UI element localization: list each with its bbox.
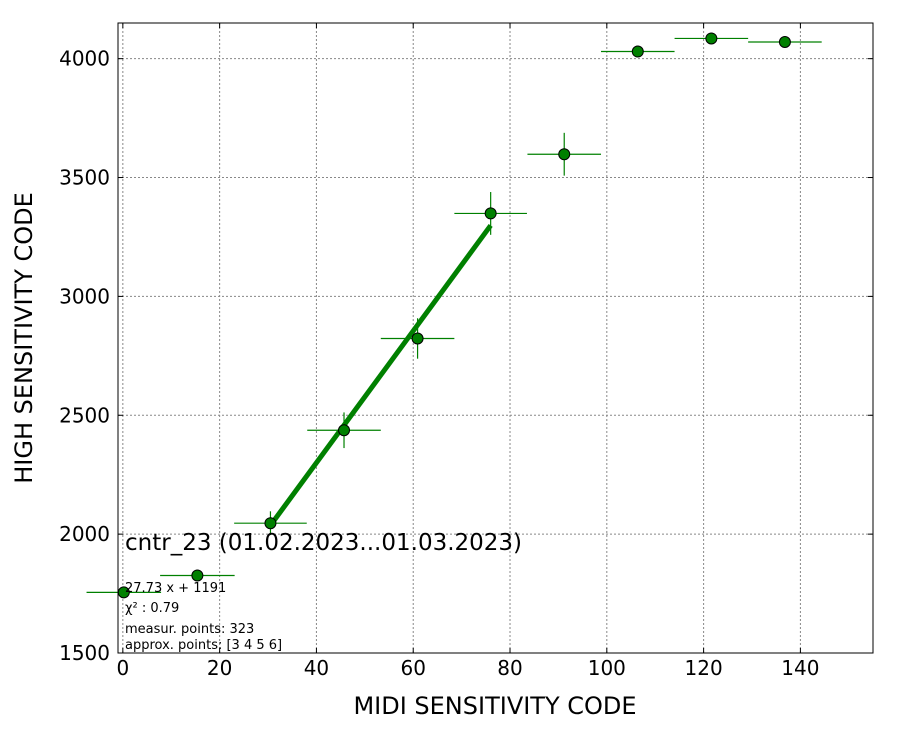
plot-frame: [117, 22, 874, 654]
data-point: [748, 36, 822, 49]
data-point: [307, 412, 381, 449]
y-axis-title: HIGH SENSITIVITY CODE: [10, 192, 38, 484]
points-layer: [86, 32, 822, 599]
y-tick-label: 3000: [59, 284, 110, 308]
measur-points-label: measur. points: 323: [125, 622, 254, 637]
data-point: [86, 586, 162, 599]
point-marker: [705, 32, 718, 45]
point-marker: [264, 517, 277, 530]
data-point: [454, 192, 527, 235]
fit-line: [268, 223, 493, 527]
x-tick-label: 80: [497, 656, 522, 680]
x-tick-label: 120: [685, 656, 723, 680]
x-axis-title: MIDI SENSITIVITY CODE: [353, 692, 636, 720]
chi2-label: χ² : 0.79: [125, 601, 179, 616]
x-tick-label: 20: [207, 656, 232, 680]
point-marker: [778, 36, 791, 49]
data-point: [160, 569, 235, 582]
point-marker: [484, 207, 497, 220]
y-tick-label: 2000: [59, 522, 110, 546]
y-tick-label: 4000: [59, 47, 110, 71]
point-marker: [191, 569, 204, 582]
point-marker: [338, 424, 351, 437]
y-tick-label: 2500: [59, 403, 110, 427]
data-point: [674, 32, 749, 45]
approx-points-label: approx. points: [3 4 5 6]: [125, 638, 282, 653]
chart-annotation-title: cntr_23 (01.02.2023...01.03.2023): [125, 530, 522, 556]
x-tick-label: 100: [588, 656, 626, 680]
x-tick-label: 140: [781, 656, 819, 680]
y-tick-label: 1500: [59, 641, 110, 665]
x-tick-label: 60: [400, 656, 425, 680]
fit-layer: [268, 223, 493, 527]
x-tick-label: 0: [116, 656, 129, 680]
grid-layer: [118, 23, 873, 654]
point-marker: [411, 332, 424, 345]
point-marker: [631, 45, 644, 58]
point-marker: [558, 148, 571, 161]
ticks-layer: 0 20 40 60 80 100 120 140 1500 2000 2500 3000 3500 40…: [59, 23, 873, 680]
fit-equation-label: 27.73 x + 1191: [125, 581, 226, 596]
data-point: [380, 318, 455, 359]
data-point: [601, 45, 675, 58]
x-tick-label: 40: [304, 656, 329, 680]
data-point: [527, 132, 602, 176]
y-tick-label: 3500: [59, 166, 110, 190]
data-point: [234, 511, 307, 536]
